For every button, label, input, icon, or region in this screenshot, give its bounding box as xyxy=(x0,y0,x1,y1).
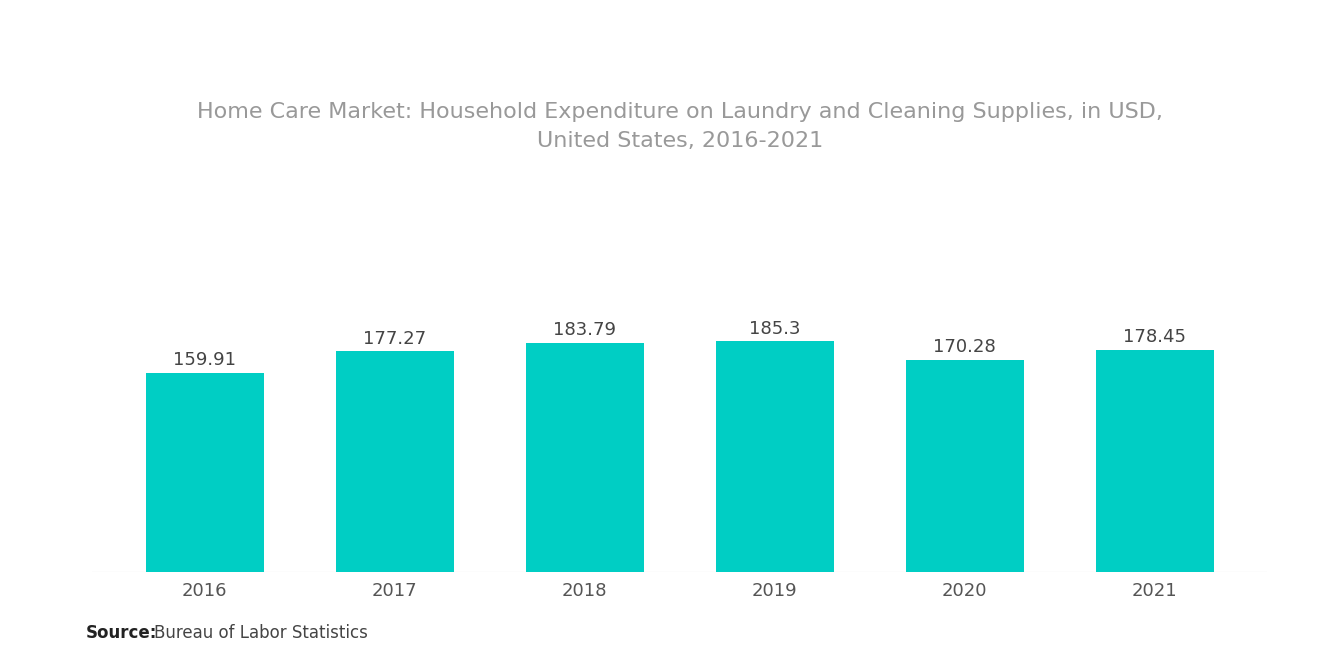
Text: 183.79: 183.79 xyxy=(553,321,616,340)
Bar xyxy=(715,341,834,572)
Bar xyxy=(906,360,1024,572)
Text: 159.91: 159.91 xyxy=(173,351,236,369)
Text: Source:: Source: xyxy=(86,624,157,642)
Bar xyxy=(1096,350,1214,572)
Text: 185.3: 185.3 xyxy=(748,320,800,338)
Text: 170.28: 170.28 xyxy=(933,338,997,356)
Bar xyxy=(145,373,264,572)
Text: Bureau of Labor Statistics: Bureau of Labor Statistics xyxy=(154,624,368,642)
Title: Home Care Market: Household Expenditure on Laundry and Cleaning Supplies, in USD: Home Care Market: Household Expenditure … xyxy=(197,102,1163,152)
Bar xyxy=(525,343,644,572)
Text: 177.27: 177.27 xyxy=(363,330,426,348)
Bar xyxy=(335,351,454,572)
Text: 178.45: 178.45 xyxy=(1123,328,1187,346)
